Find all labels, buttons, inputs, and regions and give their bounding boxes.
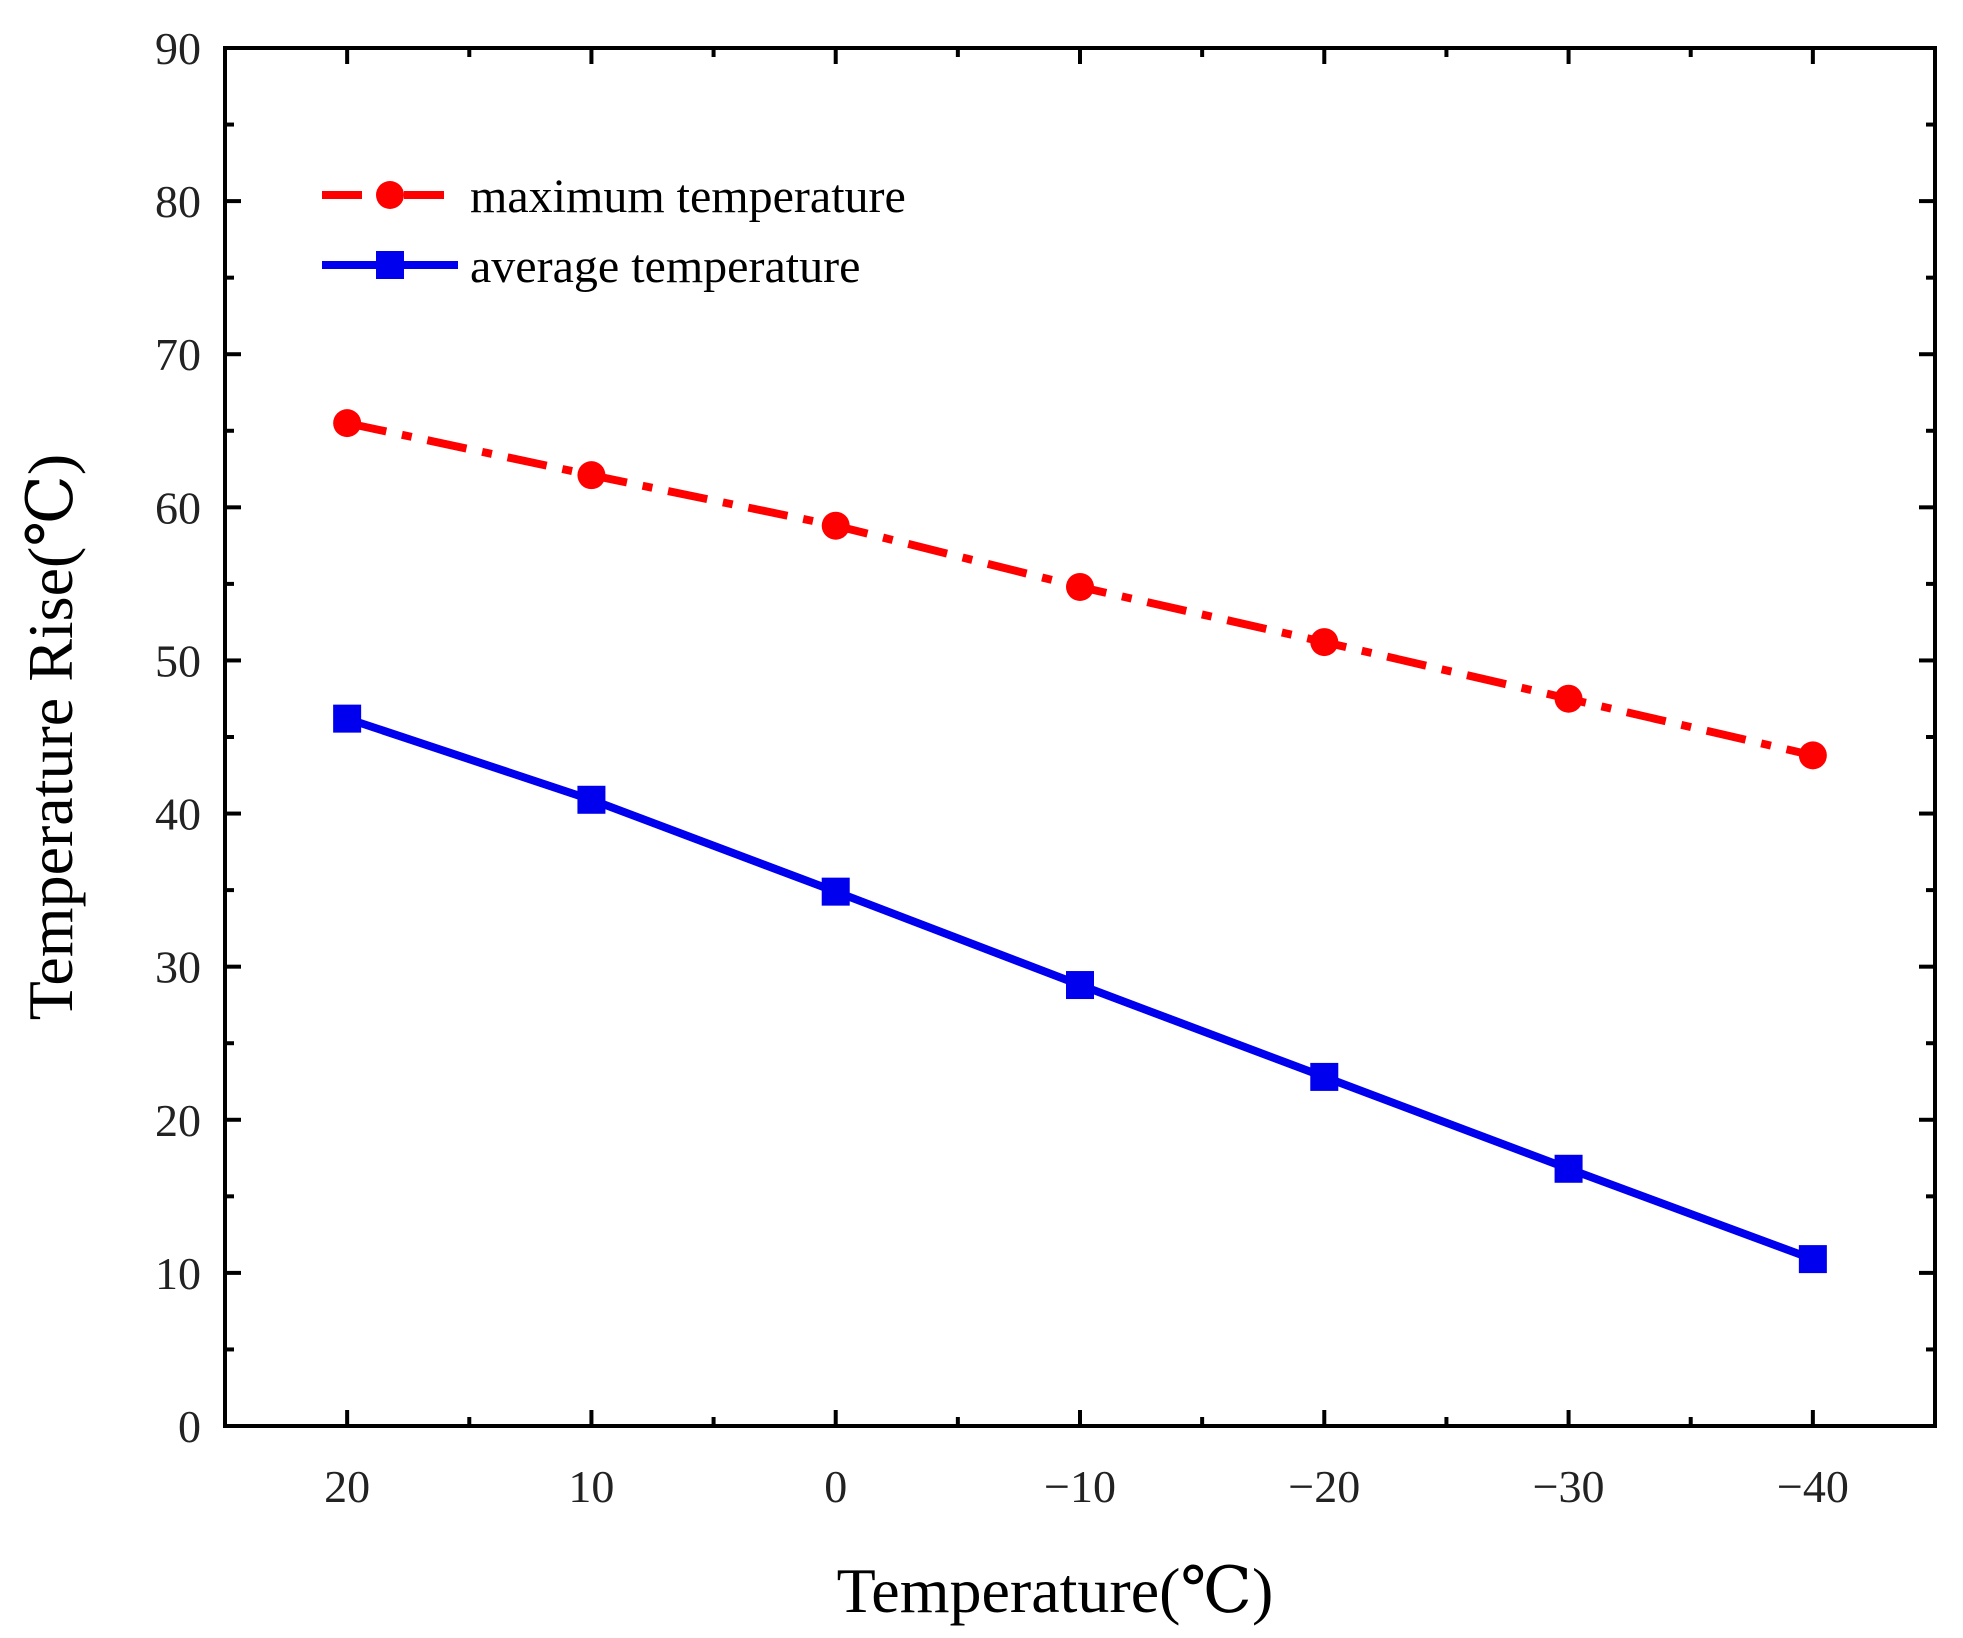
- x-tick-label: 0: [824, 1461, 847, 1512]
- y-tick-label: 40: [155, 789, 201, 840]
- data-point-average: [1310, 1062, 1339, 1091]
- data-point-maximum: [1798, 741, 1827, 770]
- y-tick-label: 0: [178, 1401, 201, 1452]
- legend-label-maximum: maximum temperature: [470, 170, 906, 223]
- y-tick-label: 10: [155, 1248, 201, 1299]
- data-point-maximum: [1310, 628, 1339, 657]
- y-tick-labels: 0 10 20 30 40 50 60 70 80 90: [155, 23, 201, 1452]
- y-tick-label: 30: [155, 942, 201, 993]
- x-tick-label: 10: [568, 1461, 614, 1512]
- plot-frame: [223, 46, 1937, 1428]
- y-tick-label: 20: [155, 1095, 201, 1146]
- x-tick-label: −10: [1044, 1461, 1116, 1512]
- data-point-average: [333, 704, 362, 733]
- data-point-maximum: [577, 461, 606, 490]
- y-axis-title: Temperature Rise(℃): [15, 454, 86, 1020]
- y-tick-label: 90: [155, 23, 201, 74]
- x-tick-label: −20: [1288, 1461, 1360, 1512]
- legend-marker-maximum: [376, 181, 404, 209]
- data-point-average: [1554, 1154, 1583, 1183]
- y-tick-label: 80: [155, 176, 201, 227]
- data-point-maximum: [1554, 684, 1583, 713]
- x-axis-title: Temperature(℃): [837, 1555, 1274, 1626]
- data-point-maximum: [821, 511, 850, 540]
- x-tick-label: 20: [324, 1461, 370, 1512]
- y-tick-label: 70: [155, 329, 201, 380]
- legend: maximum temperature average temperature: [322, 170, 906, 293]
- x-tick-labels: 20 10 0 −10 −20 −30 −40: [324, 1461, 1849, 1512]
- y-tick-label: 50: [155, 635, 201, 686]
- legend-label-average: average temperature: [470, 240, 860, 293]
- x-tick-label: −40: [1777, 1461, 1849, 1512]
- data-point-average: [1798, 1245, 1827, 1274]
- y-tick-label: 60: [155, 482, 201, 533]
- data-point-average: [1066, 971, 1094, 1000]
- legend-marker-average: [376, 251, 404, 279]
- data-point-average: [577, 785, 606, 814]
- data-point-maximum: [1066, 572, 1094, 601]
- data-point-average: [821, 877, 850, 906]
- x-tick-label: −30: [1533, 1461, 1605, 1512]
- data-series: [333, 409, 1827, 1274]
- data-point-maximum: [333, 409, 362, 438]
